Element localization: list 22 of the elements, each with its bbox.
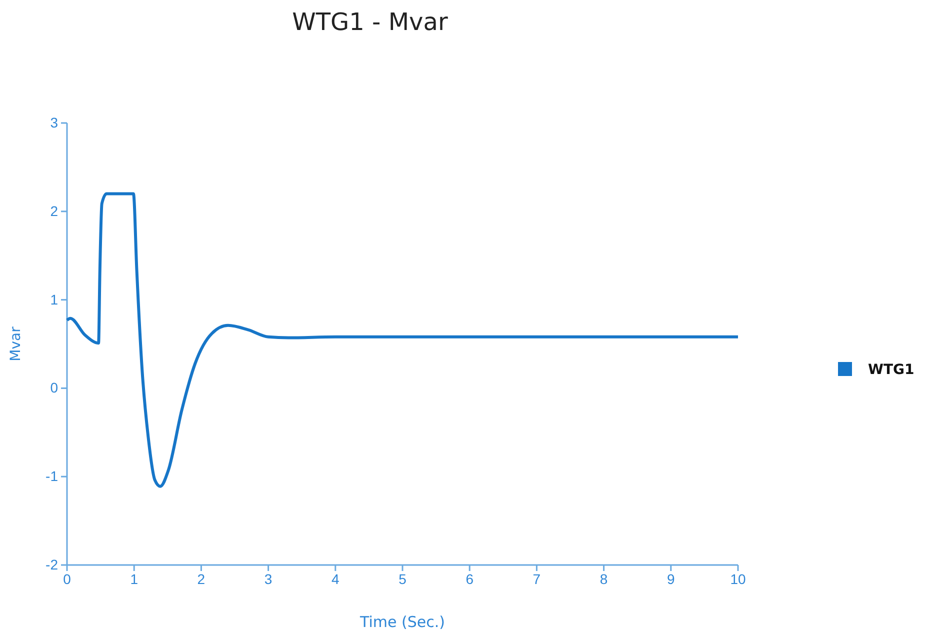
x-tick-label: 7 (532, 570, 541, 587)
line-series (66, 192, 740, 488)
legend-label: WTG1 (868, 362, 914, 378)
x-tick-label: 0 (63, 570, 72, 587)
y-tick-label: -2 (46, 556, 58, 572)
chart-title: WTG1 - Mvar (292, 8, 448, 36)
y-tick-label: 0 (50, 380, 58, 396)
x-tick-label: 6 (466, 570, 474, 587)
x-tick-label: 4 (332, 570, 340, 587)
x-tick-label: 9 (667, 570, 675, 587)
y-tick-label: 2 (50, 202, 58, 219)
x-tick-label: 10 (730, 570, 746, 587)
x-tick-label: 1 (130, 570, 138, 587)
y-axis-title: Mvar (8, 326, 24, 362)
y-tick-label: 3 (50, 114, 58, 130)
x-tick-label: 5 (398, 570, 407, 587)
x-tick-label: 2 (197, 570, 206, 587)
y-tick-label: -1 (46, 468, 58, 484)
y-tick-label: 1 (50, 291, 58, 308)
x-tick-label: 8 (600, 570, 608, 587)
x-tick-label: 3 (264, 570, 272, 587)
x-axis-title: Time (Sec.) (359, 613, 445, 631)
